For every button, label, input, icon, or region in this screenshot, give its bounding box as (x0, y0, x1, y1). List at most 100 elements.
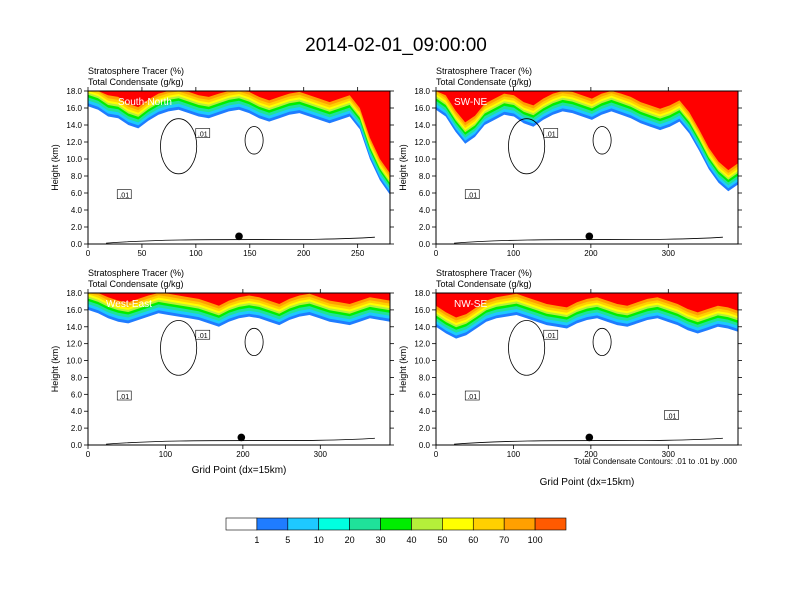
y-tick-label: 0.0 (419, 441, 431, 450)
y-tick-label: 16.0 (66, 104, 82, 113)
condensate-contour-low (454, 236, 723, 244)
panel-3: .01 .01 0.0 2.0 4.0 6.0 8.0 10.0 12.0 14.0 16.0 18.… (50, 268, 394, 476)
y-axis-label: Height (km) (398, 144, 408, 191)
panel-title-line1: Stratosphere Tracer (%) (436, 268, 532, 278)
colorbar-label: 10 (314, 535, 324, 545)
condensate-contour-cell (160, 320, 198, 376)
y-axis-label: Height (km) (398, 346, 408, 393)
panel-title-line2: Total Condensate (g/kg) (88, 279, 184, 289)
colorbar-label: 20 (345, 535, 355, 545)
section-label: SW-NE (454, 97, 487, 108)
y-tick-label: 16.0 (414, 306, 430, 315)
x-tick-label: 200 (236, 450, 250, 459)
colorbar-cell (411, 517, 443, 531)
colorbar-cell (318, 517, 350, 531)
y-tick-label: 8.0 (419, 172, 431, 181)
panel-title-line2: Total Condensate (g/kg) (436, 279, 532, 289)
contour-label: .01 (119, 394, 129, 401)
contour-label-box (543, 329, 559, 340)
contour-label: .01 (198, 333, 208, 340)
y-tick-label: 14.0 (414, 121, 430, 130)
plot-frame (435, 292, 739, 446)
y-tick-label: 2.0 (419, 424, 431, 433)
tracer-band-8 (436, 293, 738, 321)
y-tick-label: 14.0 (66, 121, 82, 130)
y-tick-label: 14.0 (66, 323, 82, 332)
colorbar-cell (349, 517, 381, 531)
y-tick-label: 10.0 (414, 155, 430, 164)
x-axis-label: Grid Point (dx=15km) (192, 465, 287, 476)
x-tick-label: 300 (314, 450, 328, 459)
panels: .01 .01 0.0 2.0 4.0 6.0 8.0 10.0 12.0 14.0 16.0 18.… (50, 66, 742, 488)
y-tick-label: 6.0 (419, 189, 431, 198)
plot-frame (435, 90, 739, 245)
contour-label-box (464, 390, 480, 401)
x-tick-label: 100 (507, 450, 521, 459)
contour-label: .01 (467, 193, 477, 200)
y-tick-label: 0.0 (71, 441, 83, 450)
colorbar-label: 30 (376, 535, 386, 545)
x-tick-label: 300 (662, 249, 676, 258)
y-tick-label: 18.0 (66, 87, 82, 96)
y-tick-label: 12.0 (414, 138, 430, 147)
colorbar-cell (442, 517, 474, 531)
x-tick-label: 150 (243, 249, 257, 258)
section-label: South-North (118, 97, 172, 108)
condensate-contour-cell (244, 327, 264, 357)
tracer-band-1 (88, 91, 390, 195)
x-tick-label: 200 (297, 249, 311, 258)
y-tick-label: 8.0 (419, 373, 431, 382)
x-tick-label: 0 (86, 249, 91, 258)
colorbar-cell (287, 517, 320, 531)
y-tick-label: 16.0 (66, 306, 82, 315)
condensate-contour-low (454, 437, 723, 445)
y-tick-label: 4.0 (419, 407, 431, 416)
colorbar-label: 100 (528, 535, 543, 545)
location-marker (235, 232, 243, 241)
x-tick-label: 100 (159, 450, 173, 459)
figure-title: 2014-02-01_09:00:00 (305, 35, 487, 56)
panel-title-line1: Stratosphere Tracer (%) (88, 66, 184, 76)
plot-frame (87, 292, 391, 446)
panel-1: .01 .01 0.0 2.0 4.0 6.0 8.0 10.0 12.0 14.0 16.0 18.… (50, 66, 394, 258)
contour-label: .01 (667, 413, 677, 420)
panel-title-line2: Total Condensate (g/kg) (88, 77, 184, 87)
panel-title-line1: Stratosphere Tracer (%) (88, 268, 184, 278)
panel-title-line2: Total Condensate (g/kg) (436, 77, 532, 87)
x-tick-label: 250 (351, 249, 365, 258)
panel-2: .01 .01 0.0 2.0 4.0 6.0 8.0 10.0 12.0 14.0 16.0 18.… (398, 66, 742, 258)
colorbar-cell (225, 517, 258, 531)
contour-label: .01 (198, 132, 208, 139)
y-tick-label: 2.0 (71, 223, 83, 232)
colorbar-label: 50 (437, 535, 447, 545)
tracer-band-9 (88, 91, 390, 174)
location-marker (237, 433, 246, 442)
contour-label-box (543, 128, 559, 138)
x-axis-label: Grid Point (dx=15km) (540, 477, 635, 488)
y-axis-label: Height (km) (50, 144, 60, 191)
condensate-contour-low (106, 437, 375, 445)
y-tick-label: 10.0 (414, 357, 430, 366)
condensate-contour-cell (244, 126, 264, 155)
y-tick-label: 4.0 (71, 407, 83, 416)
x-tick-label: 200 (584, 249, 598, 258)
condensate-contour-cell (592, 327, 612, 357)
y-axis-label: Height (km) (50, 346, 60, 393)
contour-label-box (664, 410, 679, 420)
y-tick-label: 6.0 (71, 189, 83, 198)
panel-title-line1: Stratosphere Tracer (%) (436, 66, 532, 76)
y-tick-label: 18.0 (414, 87, 430, 96)
y-tick-label: 18.0 (414, 289, 430, 298)
plot-area (436, 293, 738, 445)
tracer-band-9 (436, 91, 738, 171)
y-tick-label: 12.0 (66, 138, 82, 147)
colorbar-label: 60 (468, 535, 478, 545)
y-tick-label: 16.0 (414, 104, 430, 113)
colorbar-label: 1 (254, 535, 259, 545)
x-tick-label: 0 (434, 450, 439, 459)
x-tick-label: 100 (189, 249, 203, 258)
y-tick-label: 2.0 (419, 223, 431, 232)
condensate-contour-cell (508, 320, 546, 376)
x-tick-label: 100 (507, 249, 521, 258)
